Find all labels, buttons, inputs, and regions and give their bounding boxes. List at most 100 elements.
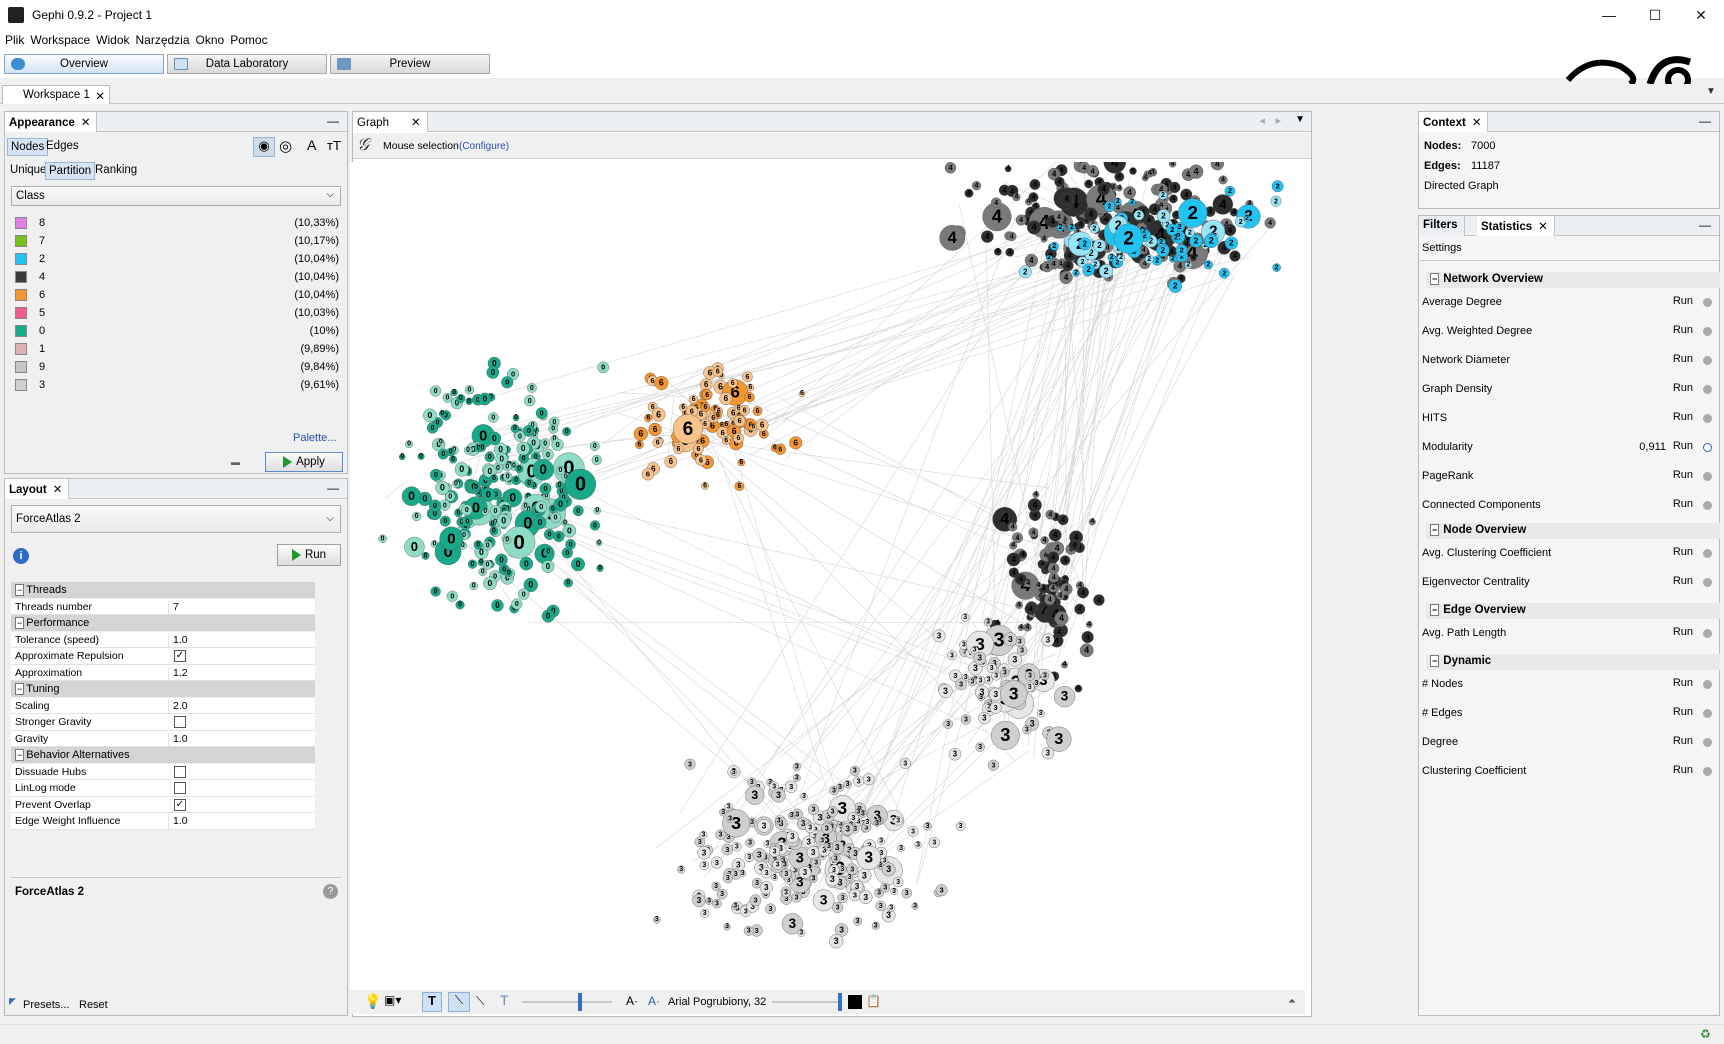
graph-node[interactable]: 4	[1115, 184, 1123, 192]
partition-color-swatch[interactable]	[15, 379, 27, 391]
graph-node[interactable]: 4	[1085, 621, 1093, 628]
graph-node[interactable]: 3	[857, 868, 872, 883]
graph-node[interactable]: 0	[430, 540, 439, 548]
graph-node[interactable]: 4	[1168, 162, 1177, 168]
graph-node[interactable]: 3	[955, 678, 967, 691]
graph-node[interactable]: 0	[503, 536, 512, 545]
run-statistic-button[interactable]: Run	[1672, 706, 1693, 718]
graph-node[interactable]: 0	[401, 486, 422, 506]
graph-node[interactable]: 0	[511, 598, 523, 610]
graph-node[interactable]: 3	[854, 808, 862, 816]
graph-node[interactable]: 0	[465, 397, 473, 406]
graph-node[interactable]: 6	[648, 422, 662, 437]
graph-node[interactable]: 3	[805, 822, 816, 833]
graph-node[interactable]: 4	[1024, 602, 1037, 615]
graph-node[interactable]: 3	[1036, 709, 1045, 718]
property-checkbox[interactable]	[174, 765, 186, 778]
edge-scale-slider[interactable]	[522, 1001, 612, 1003]
run-statistic-button[interactable]: Run	[1672, 411, 1693, 423]
graph-node[interactable]: 4	[1015, 214, 1027, 226]
graph-node[interactable]: 4	[1006, 231, 1017, 242]
graph-node[interactable]: 4	[1168, 194, 1178, 204]
graph-node[interactable]: 0	[430, 586, 441, 597]
graph-node[interactable]: 2	[1178, 198, 1208, 228]
graph-node[interactable]: 3	[809, 874, 818, 883]
graph-node[interactable]: 0	[565, 539, 576, 550]
graph-node[interactable]: 2	[1158, 190, 1168, 200]
graph-node[interactable]: 6	[719, 392, 733, 406]
lightbulb-icon[interactable]: 💡	[364, 993, 382, 1009]
graph-node[interactable]: 3	[875, 900, 886, 912]
graph-node[interactable]: 0	[548, 423, 559, 434]
property-row[interactable]: Gravity 1.0	[11, 730, 315, 747]
property-row[interactable]: Scaling 2.0	[11, 697, 315, 714]
graph-node[interactable]: 3	[677, 865, 686, 874]
graph-node[interactable]: 4	[993, 247, 1002, 256]
graph-node[interactable]: 0	[483, 576, 497, 591]
graph-node[interactable]: 4	[1023, 623, 1032, 632]
preview-button[interactable]: Preview	[330, 54, 490, 74]
graph-node[interactable]: 0	[523, 577, 539, 593]
minimize-panel-icon[interactable]: —	[1699, 114, 1711, 128]
graph-node[interactable]: 3	[772, 859, 783, 870]
run-statistic-button[interactable]: Run	[1672, 440, 1693, 452]
graph-node[interactable]: 3	[800, 792, 808, 801]
palette-link[interactable]: Palette...	[293, 432, 337, 444]
property-value[interactable]: 1.0	[168, 633, 188, 648]
graph-node[interactable]: 3	[821, 822, 833, 835]
graph-node[interactable]: 0	[404, 536, 425, 558]
partition-attribute-select[interactable]: Class ⌵	[11, 186, 341, 206]
data-laboratory-button[interactable]: Data Laboratory	[167, 54, 327, 74]
graph-node[interactable]: 3	[808, 803, 820, 815]
graph-node[interactable]: 3	[825, 872, 840, 887]
graph-node[interactable]: 4	[1054, 611, 1069, 626]
graph-node[interactable]: 6	[714, 411, 722, 420]
graph-node[interactable]: 3	[745, 785, 765, 805]
graph-node[interactable]: 6	[641, 468, 655, 481]
graph-node[interactable]: 3	[692, 893, 706, 908]
graph-node[interactable]: 3	[723, 923, 731, 931]
graph-node[interactable]: 2	[1144, 254, 1154, 264]
appearance-tab[interactable]: Appearance ✕	[5, 112, 98, 132]
graph-node[interactable]: 6	[692, 443, 704, 455]
workspace-tab-close[interactable]: ✕	[95, 91, 105, 103]
graph-node[interactable]: 0	[478, 392, 492, 406]
graph-node[interactable]: 6	[798, 390, 806, 398]
property-category[interactable]: − Tuning	[11, 681, 315, 697]
graph-node[interactable]: 0	[543, 528, 555, 540]
graph-node[interactable]: 0	[489, 505, 502, 517]
graph-node[interactable]: 3	[881, 862, 896, 877]
run-statistic-button[interactable]: Run	[1672, 575, 1693, 587]
overview-button[interactable]: Overview	[4, 54, 164, 74]
graph-node[interactable]: 3	[705, 897, 713, 905]
graph-node[interactable]: 0	[519, 556, 534, 571]
clipboard-icon[interactable]: 📋	[866, 994, 881, 1008]
graph-node[interactable]: 2	[1218, 267, 1230, 279]
graph-node[interactable]: 3	[806, 846, 820, 860]
property-category[interactable]: − Behavior Alternatives	[11, 747, 315, 763]
label-size-slider-thumb[interactable]	[838, 993, 842, 1011]
menu-okno[interactable]: Okno	[195, 33, 225, 47]
partition-color-swatch[interactable]	[15, 307, 27, 319]
graph-node[interactable]: 0	[516, 441, 530, 456]
graph-node[interactable]: 6	[749, 424, 757, 431]
graph-node[interactable]: 0	[398, 453, 406, 461]
graph-node[interactable]: 3	[699, 830, 708, 839]
graph-node[interactable]: 6	[701, 481, 710, 490]
tab-list-dropdown-icon[interactable]: ▼	[1295, 114, 1305, 125]
graph-node[interactable]: 0	[514, 430, 526, 442]
run-layout-button[interactable]: Run	[277, 544, 341, 566]
graph-node[interactable]: 3	[871, 921, 880, 930]
graph-node[interactable]: 0	[541, 560, 555, 573]
graph-node[interactable]: 3	[797, 929, 806, 937]
graph-node[interactable]: 4	[1123, 186, 1137, 199]
graph-node[interactable]: 4	[981, 230, 994, 243]
graph-node[interactable]: 3	[848, 888, 861, 902]
partition-color-swatch[interactable]	[15, 271, 27, 283]
run-statistic-button[interactable]: Run	[1672, 498, 1693, 510]
graph-node[interactable]: 4	[1212, 194, 1234, 215]
font-increase-icon[interactable]: A·	[648, 994, 660, 1008]
graph-node[interactable]: 4	[1074, 684, 1083, 693]
graph-node[interactable]: 3	[811, 857, 822, 868]
graph-node[interactable]: 2	[1204, 233, 1219, 249]
